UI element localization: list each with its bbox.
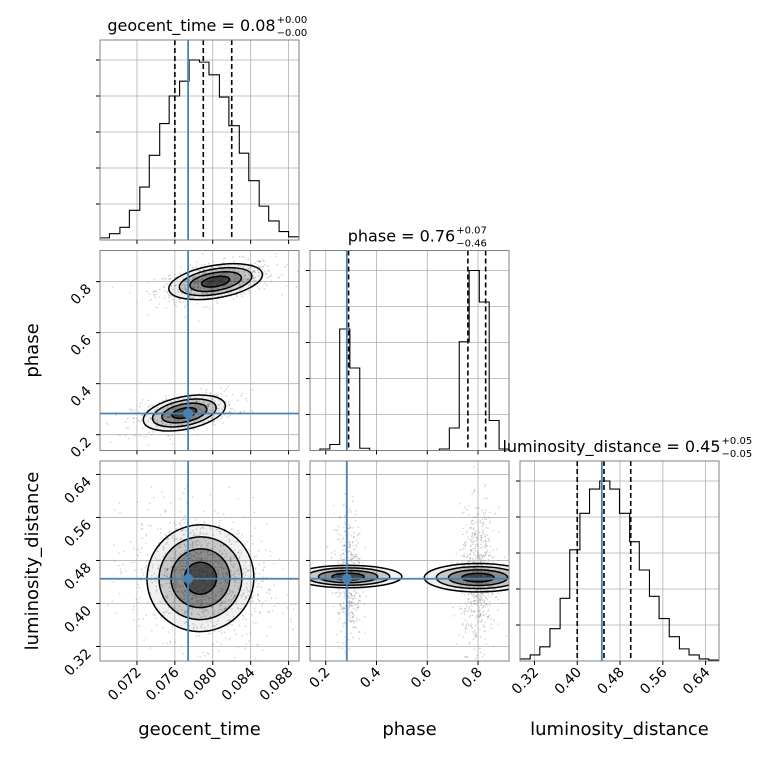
x-tick-label: 0.56: [637, 664, 670, 697]
axes-frame: [519, 460, 720, 662]
panel-title-luminosity_distance: luminosity_distance = 0.45: [502, 437, 720, 457]
histogram-luminosity_distance: [520, 480, 719, 661]
y-axis-label-phase: phase: [22, 323, 43, 377]
panel-geocent_time-hist: geocent_time = 0.08 +0.00 −0.00: [96, 15, 307, 244]
x-tick-label: 0.072: [105, 665, 145, 705]
x-axis-label-geocent_time: geocent_time: [138, 719, 261, 740]
contour-level-0: [146, 524, 255, 633]
panel-luminosity_distance-hist: luminosity_distance = 0.45 +0.05 −0.05 0.32…: [502, 436, 752, 740]
contour-level-3: [171, 406, 198, 420]
x-tick-label: 0.64: [680, 664, 713, 697]
x-tick-label: 0.8: [459, 665, 486, 692]
contour-level-0: [310, 564, 403, 589]
truth-point: [183, 408, 194, 419]
contour-level-1: [158, 536, 243, 621]
title-minus-geocent_time: −0.00: [277, 28, 308, 39]
histogram-phase: [310, 269, 509, 451]
x-tick-label: 0.080: [181, 665, 221, 705]
contour-level-1: [178, 266, 253, 297]
y-tick-label: 0.40: [61, 603, 94, 636]
x-tick-label: 0.076: [143, 664, 183, 704]
contour-level-3: [200, 275, 231, 288]
title-plus-luminosity_distance: +0.05: [722, 436, 753, 447]
density-layer: [310, 465, 509, 660]
contour-level-3: [461, 572, 495, 583]
axes-frame: [99, 250, 300, 451]
panel-title-phase: phase = 0.76: [348, 227, 455, 246]
axes-frame: [309, 250, 510, 451]
x-tick-label: 0.48: [595, 665, 628, 698]
grid: [310, 250, 509, 451]
y-tick-label: 0.8: [68, 281, 95, 308]
contour-level-1: [151, 398, 217, 428]
axes-frame: [99, 39, 300, 241]
grid: [520, 461, 719, 661]
density-layer: [100, 485, 299, 660]
title-plus-phase: +0.07: [456, 226, 487, 237]
panel-title-geocent_time: geocent_time = 0.08: [107, 16, 275, 36]
contour-level-2: [161, 402, 208, 424]
contour-level-2: [189, 270, 243, 293]
x-tick-label: 0.6: [408, 664, 435, 691]
x-tick-label: 0.32: [509, 665, 542, 698]
x-tick-label: 0.2: [307, 665, 334, 692]
truth-point: [183, 573, 194, 584]
y-axis-label-luminosity_distance: luminosity_distance: [22, 472, 43, 651]
x-axis-label-luminosity_distance: luminosity_distance: [530, 719, 709, 740]
y-tick-label: 0.6: [68, 332, 95, 359]
x-axis-label-phase: phase: [382, 719, 436, 740]
contour-level-0: [423, 562, 509, 593]
contour-level-1: [435, 565, 509, 590]
x-tick-label: 0.4: [357, 664, 384, 691]
x-tick-label: 0.084: [219, 664, 259, 704]
title-minus-luminosity_distance: −0.05: [722, 449, 753, 460]
y-tick-label: 0.32: [61, 646, 94, 679]
contour-level-2: [170, 548, 231, 609]
y-tick-label: 0.64: [61, 474, 94, 507]
panel-geocent_time-vs-phase: 0.2 0.4 0.6 0.8 phase: [22, 250, 300, 461]
contours: [142, 262, 264, 432]
panel-phase-vs-luminosity_distance: 0.2 0.4 0.6 0.8 phase: [306, 460, 510, 740]
x-tick-label: 0.088: [257, 665, 297, 705]
contours: [310, 562, 509, 593]
axes-frame: [99, 460, 300, 662]
y-tick-label: 0.48: [61, 560, 94, 593]
grid: [310, 461, 509, 661]
panel-phase-hist: phase = 0.76 +0.07 −0.46: [306, 226, 510, 455]
y-tick-label: 0.56: [61, 517, 94, 550]
contour-level-0: [168, 262, 264, 301]
y-tick-label: 0.2: [68, 434, 95, 461]
y-tick-label: 0.4: [68, 383, 95, 410]
title-minus-phase: −0.46: [456, 239, 487, 250]
truth-point: [341, 573, 352, 584]
contour-level-2: [447, 569, 509, 587]
contour-level-1: [310, 567, 391, 586]
x-tick-label: 0.40: [552, 665, 585, 698]
scatter-samples: [100, 485, 299, 660]
title-plus-geocent_time: +0.00: [277, 15, 308, 26]
axes-frame: [309, 460, 510, 662]
histogram-geocent_time: [100, 59, 299, 240]
